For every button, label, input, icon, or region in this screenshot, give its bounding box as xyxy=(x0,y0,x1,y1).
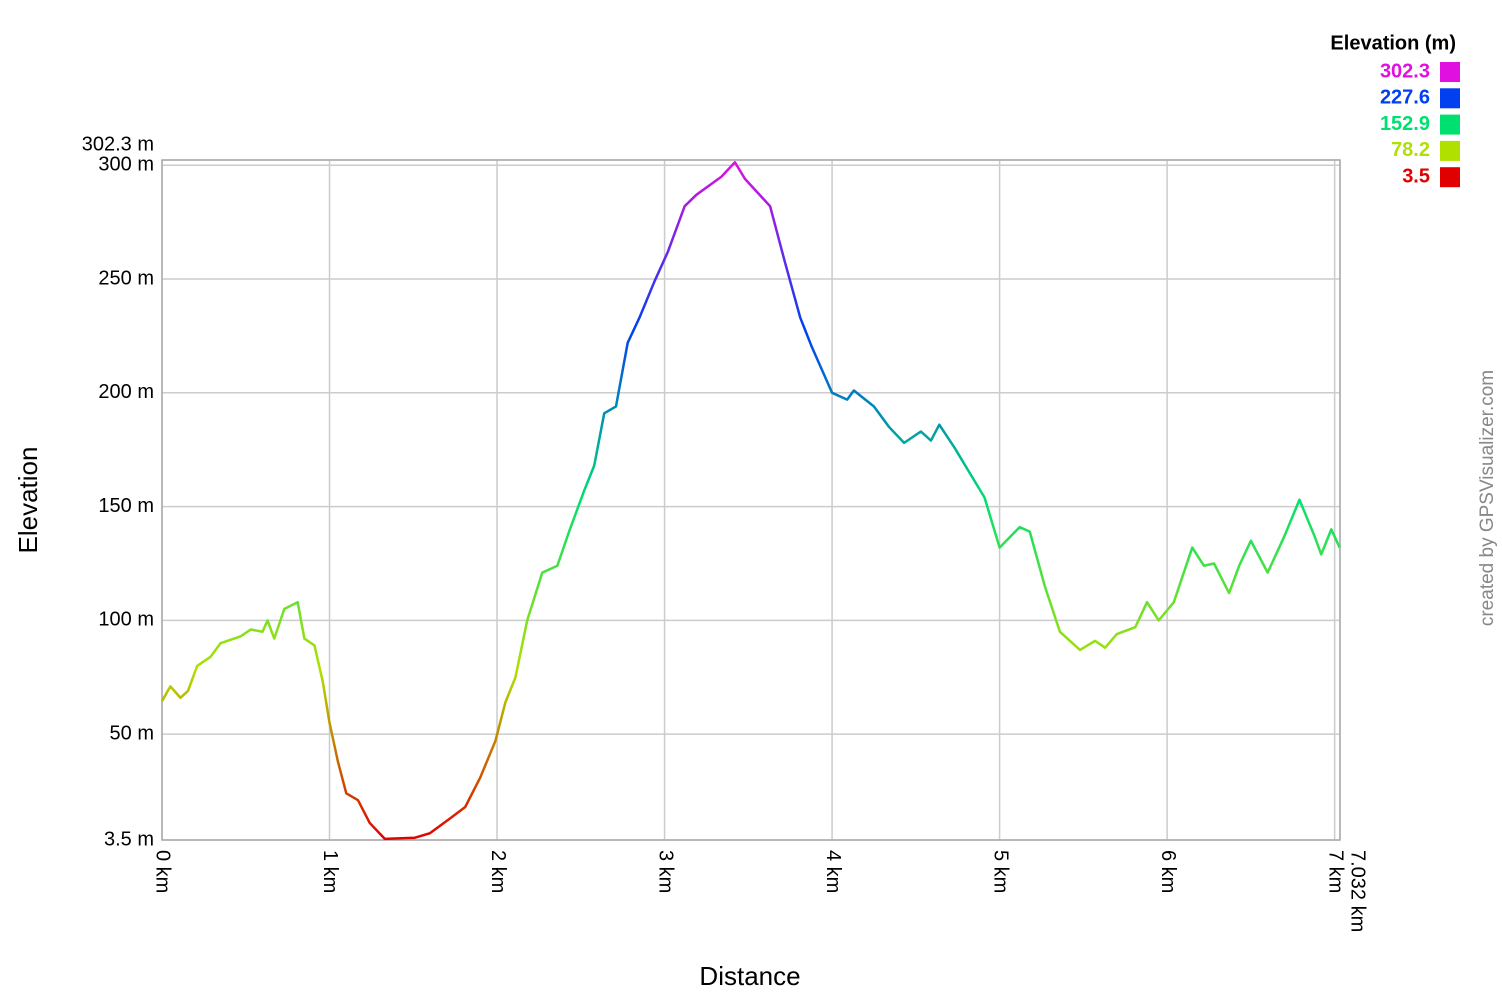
legend-title: Elevation (m) xyxy=(1330,32,1456,54)
y-tick-label: 200 m xyxy=(98,381,154,403)
x-tick-label: 0 km xyxy=(152,850,174,893)
x-tick-label: 4 km xyxy=(822,850,844,893)
legend-swatch xyxy=(1440,114,1460,135)
x-tick-label: 6 km xyxy=(1157,850,1179,893)
legend-label: 78.2 xyxy=(1391,139,1430,161)
legend-swatch xyxy=(1440,88,1460,109)
x-tick-label: 2 km xyxy=(487,850,509,893)
legend-swatch xyxy=(1440,167,1460,188)
y-axis-title: Elevation xyxy=(13,447,43,554)
x-tick-label: 1 km xyxy=(319,850,341,893)
plot-border xyxy=(161,159,1341,841)
legend-swatch xyxy=(1440,140,1460,161)
credit: created by GPSVisualizer.com xyxy=(1477,370,1498,626)
y-tick-label: 50 m xyxy=(110,722,154,744)
legend-label: 227.6 xyxy=(1380,87,1430,109)
legend-label: 3.5 xyxy=(1402,165,1430,187)
legend-swatch xyxy=(1440,62,1460,82)
elevation-line xyxy=(160,161,1341,841)
y-tick-label: 300 m xyxy=(98,154,154,176)
y-tick-label: 250 m xyxy=(98,267,154,289)
x-tick-label: 5 km xyxy=(989,850,1011,893)
legend-label: 302.3 xyxy=(1380,60,1430,82)
y-tick-label: 100 m xyxy=(98,609,154,631)
x-tick-label: 7.032 km xyxy=(1346,850,1368,932)
x-axis-title: Distance xyxy=(699,961,800,991)
legend-label: 152.9 xyxy=(1380,113,1430,135)
y-tick-label: 3.5 m xyxy=(104,828,154,850)
x-tick-label: 3 km xyxy=(654,850,676,893)
x-tick-label: 7 km xyxy=(1324,850,1346,893)
y-tick-label: 150 m xyxy=(98,495,154,517)
y-tick-label: 302.3 m xyxy=(82,134,154,156)
